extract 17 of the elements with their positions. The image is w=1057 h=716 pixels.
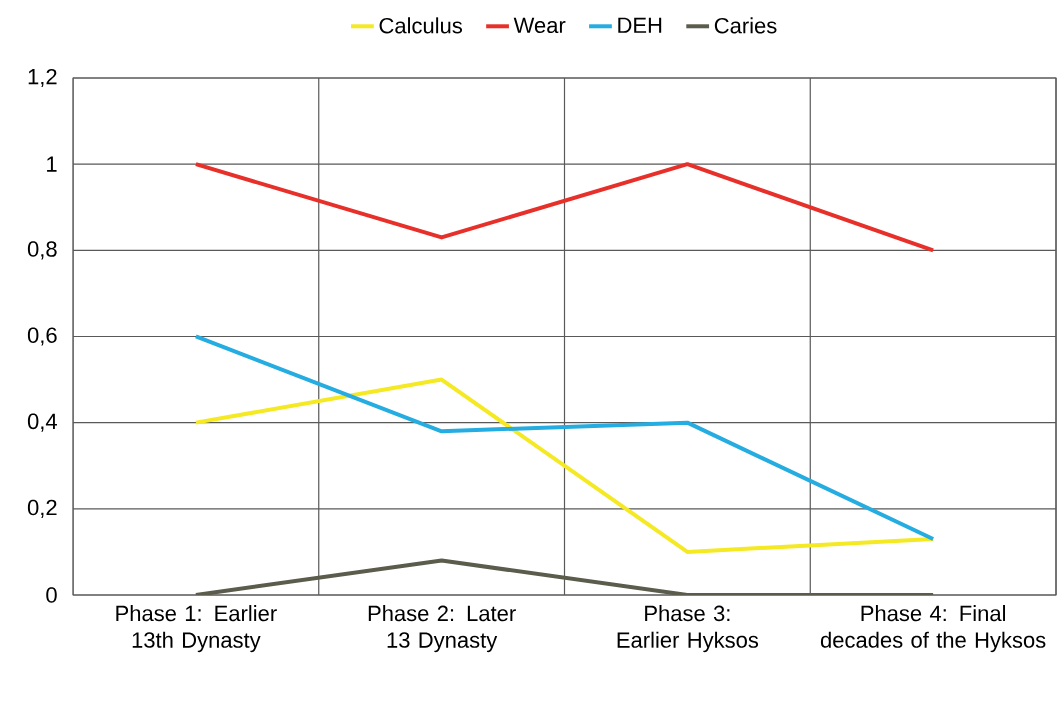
x-tick-label: Phase 2: Later 13 Dynasty bbox=[368, 605, 516, 653]
y-tick-label: 1,2 bbox=[28, 68, 57, 88]
legend-label: Caries bbox=[714, 17, 777, 34]
x-tick-label: Phase 4: Final decades of the Hyksos bbox=[820, 605, 1046, 653]
y-tick-label: 0,6 bbox=[27, 327, 57, 346]
y-tick-label: 0,4 bbox=[27, 413, 57, 432]
y-tick-label: 1 bbox=[47, 156, 57, 172]
legend-label: DEH bbox=[618, 17, 662, 33]
x-tick-label: Phase 3: Earlier Hyksos bbox=[617, 605, 759, 653]
y-tick-label: 0 bbox=[46, 587, 57, 603]
line-series bbox=[193, 334, 936, 541]
y-tick-label: 0,2 bbox=[27, 499, 57, 518]
x-tick-label: Phase 1: Earlier 13th Dynasty bbox=[116, 605, 277, 653]
legend-label: Calculus bbox=[379, 17, 463, 34]
legend-label: Wear bbox=[513, 17, 566, 34]
y-tick-label: 0,8 bbox=[27, 241, 57, 260]
line-series bbox=[193, 377, 936, 554]
